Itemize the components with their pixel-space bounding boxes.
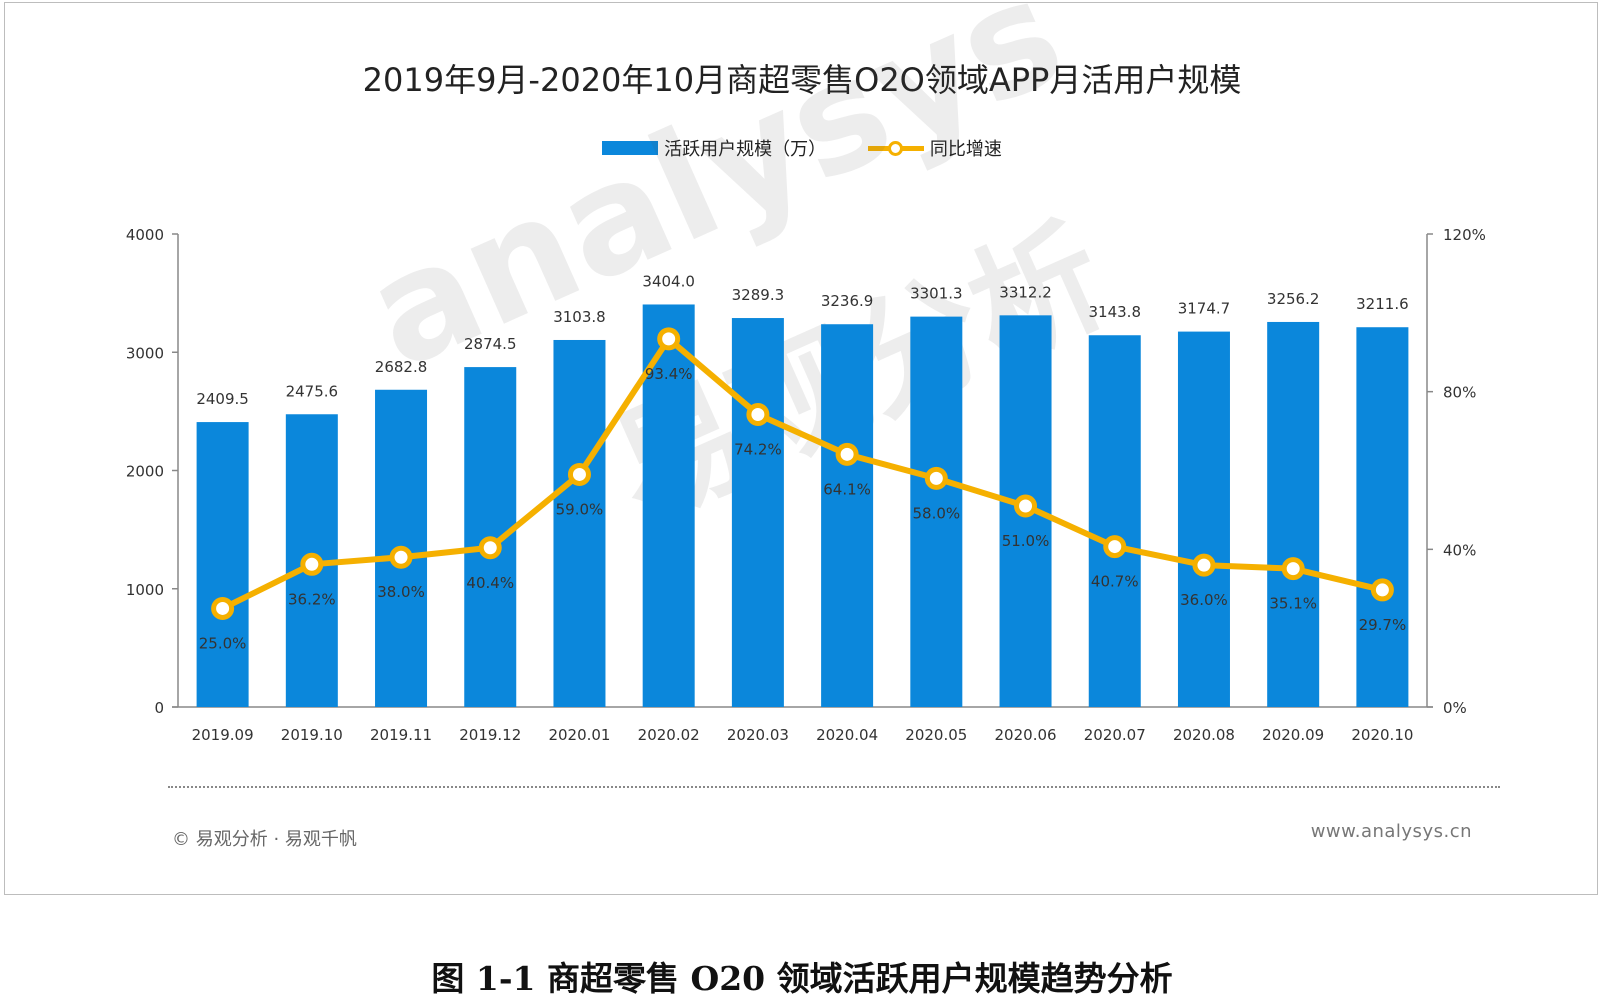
- growth-value-label: 64.1%: [823, 480, 871, 498]
- bar: [642, 304, 695, 707]
- bar-value-label: 2475.6: [286, 382, 339, 400]
- bar-series: [196, 304, 1409, 707]
- bar-value-label: 2682.8: [375, 358, 428, 376]
- x-tick-label: 2020.08: [1173, 726, 1235, 744]
- x-tick-label: 2020.02: [638, 726, 700, 744]
- bar: [731, 318, 784, 707]
- growth-value-label: 40.7%: [1091, 573, 1139, 591]
- growth-point: [657, 327, 681, 351]
- footer-website: www.analysys.cn: [1310, 821, 1472, 842]
- bar: [1356, 327, 1409, 707]
- growth-value-label: 29.7%: [1359, 616, 1407, 634]
- chart-title: 2019年9月-2020年10月商超零售O2O领域APP月活用户规模: [362, 61, 1242, 99]
- growth-value-label: 59.0%: [556, 500, 604, 518]
- growth-value-label: 36.2%: [288, 590, 336, 608]
- bar: [196, 422, 249, 707]
- growth-value-label: 58.0%: [912, 504, 960, 522]
- growth-value-label: 74.2%: [734, 441, 782, 459]
- growth-point: [300, 552, 324, 576]
- growth-value-label: 51.0%: [1002, 532, 1050, 550]
- y-left-tick-label: 0: [154, 699, 164, 717]
- combo-chart: analysys 易观分析 010002000300040000%40%80%1…: [126, 0, 1486, 744]
- x-tick-label: 2020.10: [1351, 726, 1413, 744]
- bar: [1177, 331, 1230, 707]
- footer-source: © 易观分析 · 易观千帆: [172, 829, 357, 850]
- growth-point: [1370, 578, 1394, 602]
- bar: [821, 324, 874, 707]
- legend-item-line: 同比增速: [867, 135, 1002, 161]
- y-left-tick-label: 2000: [126, 463, 164, 481]
- growth-value-label: 38.0%: [377, 583, 425, 601]
- legend-label-line: 同比增速: [929, 139, 1002, 160]
- line-series: [211, 327, 1394, 620]
- growth-point: [478, 536, 502, 560]
- growth-point: [389, 545, 413, 569]
- axes: 0 1000 2000 3000 4000 0% 40% 80% 120% 2019.09 2019…: [126, 226, 1486, 744]
- growth-point: [1014, 494, 1038, 518]
- bar-value-label: 3174.7: [1178, 300, 1231, 318]
- growth-point: [835, 442, 859, 466]
- bar-value-label: 3103.8: [553, 308, 606, 326]
- x-tick-label: 2019.11: [370, 726, 432, 744]
- chart-legend: 活跃用户规模（万） 同比增速: [5, 135, 1599, 161]
- bar-value-label: 2874.5: [464, 335, 517, 353]
- growth-point: [924, 466, 948, 490]
- bar-value-label: 3211.6: [1356, 295, 1409, 313]
- x-tick-label: 2020.01: [548, 726, 610, 744]
- bar-value-label: 3143.8: [1089, 303, 1142, 321]
- y-left-tick-label: 1000: [126, 581, 164, 599]
- growth-value-label: 36.0%: [1180, 591, 1228, 609]
- bar: [553, 339, 606, 707]
- legend-label-bar: 活跃用户规模（万）: [664, 139, 827, 160]
- x-tick-label: 2020.06: [995, 726, 1057, 744]
- figure-caption: 图 1-1 商超零售 O20 领域活跃用户规模趋势分析: [431, 959, 1173, 998]
- bar-value-label: 3289.3: [732, 286, 785, 304]
- y-right-tick-label: 120%: [1443, 226, 1486, 244]
- growth-point: [211, 596, 235, 620]
- growth-line: [221, 335, 1384, 612]
- chart-frame: 2019年9月-2020年10月商超零售O2O领域APP月活用户规模 活跃用户规…: [4, 2, 1598, 895]
- growth-point: [567, 462, 591, 486]
- x-tick-label: 2020.07: [1084, 726, 1146, 744]
- growth-point: [1103, 535, 1127, 559]
- bar-value-label: 3256.2: [1267, 290, 1320, 308]
- growth-value-label: 35.1%: [1269, 595, 1317, 613]
- y-left-tick-label: 4000: [126, 226, 164, 244]
- bar-value-label: 3312.2: [999, 283, 1052, 301]
- bar-value-label: 3404.0: [642, 272, 695, 290]
- growth-point: [1192, 553, 1216, 577]
- y-right-tick-label: 0%: [1443, 699, 1467, 717]
- bar: [1088, 335, 1141, 707]
- growth-point: [1281, 557, 1305, 581]
- y-left-tick-label: 3000: [126, 344, 164, 362]
- bar-value-label: 2409.5: [196, 390, 249, 408]
- growth-value-label: 93.4%: [645, 365, 693, 383]
- x-tick-label: 2020.05: [905, 726, 967, 744]
- bar-value-label: 3236.9: [821, 292, 874, 310]
- y-right-tick-label: 40%: [1443, 541, 1476, 559]
- x-tick-label: 2019.12: [459, 726, 521, 744]
- y-right-tick-label: 80%: [1443, 384, 1476, 402]
- x-tick-label: 2019.10: [281, 726, 343, 744]
- growth-value-label: 40.4%: [466, 574, 514, 592]
- x-tick-label: 2020.09: [1262, 726, 1324, 744]
- legend-item-bar: 活跃用户规模（万）: [602, 135, 826, 161]
- x-tick-label: 2019.09: [192, 726, 254, 744]
- bar-value-label: 3301.3: [910, 285, 963, 303]
- growth-value-label: 25.0%: [199, 634, 247, 652]
- growth-point: [746, 403, 770, 427]
- legend-swatch-line: [867, 141, 924, 156]
- x-tick-label: 2020.04: [816, 726, 878, 744]
- footer-divider: [168, 786, 1500, 788]
- legend-swatch-bar: [602, 141, 659, 155]
- bar: [910, 316, 963, 707]
- data-labels: 2409.5 2475.6 2682.8 2874.5 3103.8 3404.0 3289…: [196, 272, 1408, 652]
- bar: [1267, 321, 1320, 707]
- x-tick-label: 2020.03: [727, 726, 789, 744]
